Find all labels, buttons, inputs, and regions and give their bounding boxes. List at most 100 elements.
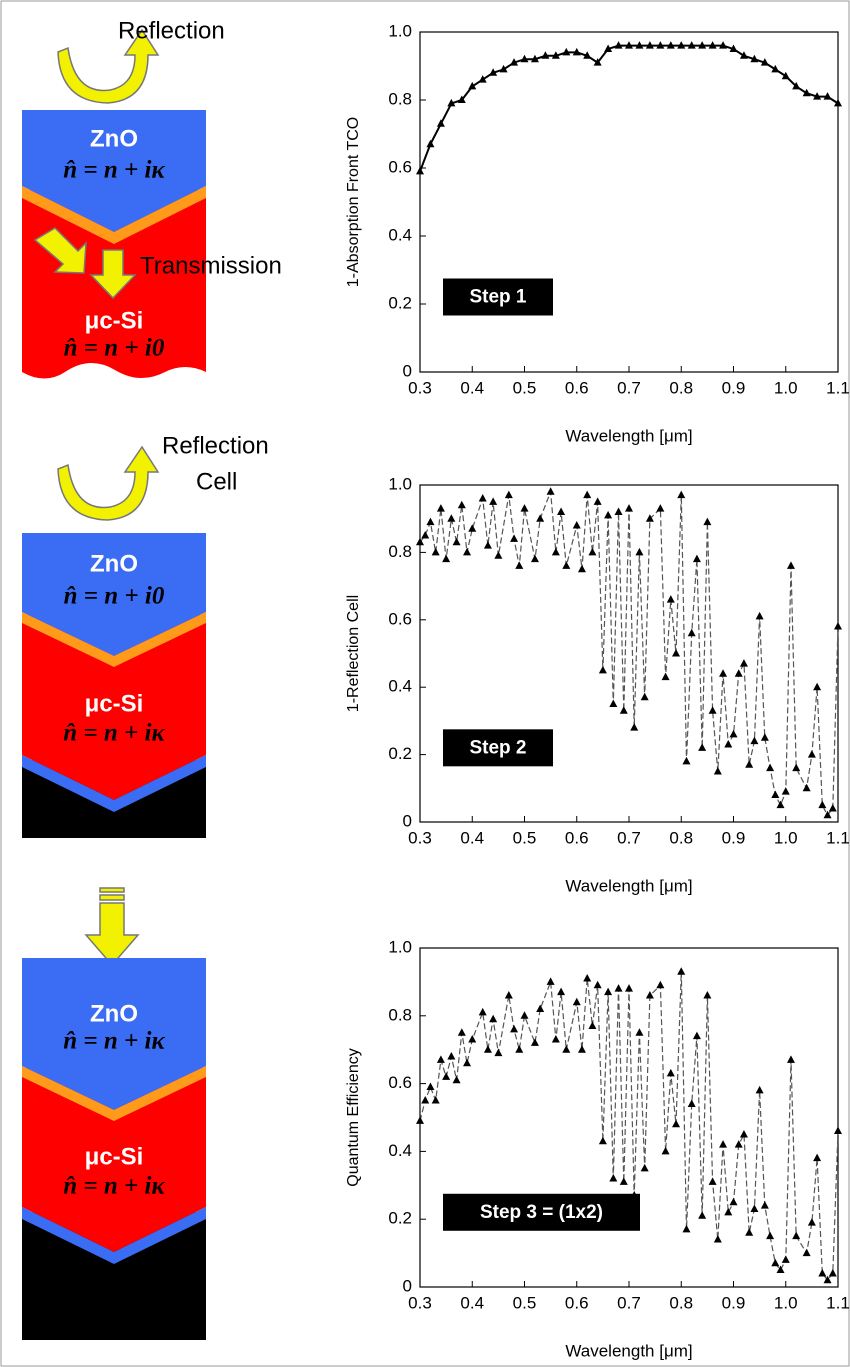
x-tick-label: 0.3 <box>408 1293 432 1312</box>
data-point <box>724 1207 733 1216</box>
data-point <box>792 763 801 772</box>
data-point <box>745 760 754 768</box>
x-tick-label: 1.0 <box>774 378 798 397</box>
data-point <box>771 64 780 73</box>
data-point <box>760 1201 769 1209</box>
layer-label: ZnO <box>90 550 138 577</box>
x-tick-label: 1.0 <box>774 828 798 847</box>
data-point <box>625 504 633 512</box>
data-point <box>719 41 728 49</box>
data-point <box>666 1068 675 1077</box>
data-point <box>698 41 707 49</box>
y-tick-label: 0.4 <box>388 225 412 244</box>
data-point <box>823 92 832 100</box>
data-point <box>739 1129 748 1138</box>
y-tick-label: 1.0 <box>388 474 412 493</box>
y-tick-label: 1.0 <box>388 21 412 40</box>
data-point <box>776 800 785 809</box>
layer-label: μc-Si <box>85 307 144 334</box>
data-point <box>771 790 780 799</box>
data-point <box>572 520 581 529</box>
data-point <box>666 595 675 603</box>
data-point <box>426 1082 435 1090</box>
data-point <box>813 1153 822 1162</box>
x-tick-label: 1.1 <box>826 378 850 397</box>
data-point <box>447 98 456 107</box>
y-tick-label: 0.6 <box>388 609 412 628</box>
data-point <box>807 750 816 758</box>
step-box <box>443 729 553 767</box>
data-point <box>463 547 472 556</box>
data-point <box>583 51 592 59</box>
data-point <box>515 1045 524 1053</box>
data-point <box>431 547 440 556</box>
data-point <box>598 665 607 674</box>
data-point <box>504 990 513 999</box>
data-point <box>609 699 618 708</box>
data-point <box>593 58 602 66</box>
step-box <box>443 278 553 316</box>
step-box <box>443 1193 640 1231</box>
data-point <box>557 987 566 996</box>
data-point <box>834 622 842 630</box>
data-point <box>583 974 592 982</box>
data-point <box>750 1204 759 1213</box>
refractive-index: n̂ = n + i0 <box>64 583 165 610</box>
data-line <box>419 491 839 817</box>
data-point <box>656 41 665 49</box>
data-point <box>745 1228 754 1236</box>
data-point <box>520 504 529 512</box>
data-point <box>447 514 456 522</box>
data-point <box>421 531 430 539</box>
data-point <box>593 980 602 989</box>
data-point <box>708 706 717 714</box>
data-point <box>447 1051 456 1060</box>
x-tick-label: 0.6 <box>565 1293 589 1312</box>
x-tick-label: 0.4 <box>460 828 484 847</box>
data-point <box>786 1055 795 1063</box>
data-point <box>823 1275 832 1284</box>
data-point <box>750 736 759 745</box>
x-tick-label: 0.7 <box>617 828 641 847</box>
data-point <box>489 497 498 505</box>
x-tick-label: 0.7 <box>617 378 641 397</box>
x-tick-label: 0.8 <box>669 378 693 397</box>
data-point <box>781 1255 790 1263</box>
data-point <box>645 41 654 49</box>
data-point <box>698 743 707 751</box>
data-point <box>734 1140 743 1148</box>
back-zno <box>22 755 206 812</box>
data-point <box>792 81 801 90</box>
data-point <box>802 1248 811 1257</box>
data-point <box>416 1116 424 1124</box>
data-point <box>719 669 728 677</box>
data-point <box>572 997 581 1006</box>
data-point <box>687 628 696 637</box>
data-point <box>562 47 571 56</box>
data-point <box>562 1045 571 1053</box>
data-point <box>625 984 633 992</box>
data-point <box>546 977 555 985</box>
y-tick-label: 0.8 <box>388 1005 412 1024</box>
data-point <box>708 1177 717 1185</box>
refractive-index: n̂ = n + iκ <box>63 1028 165 1055</box>
x-tick-label: 0.5 <box>513 1293 537 1312</box>
data-point <box>536 1004 545 1013</box>
x-axis-label: Wavelength [μm] <box>565 426 692 445</box>
data-point <box>828 804 837 812</box>
data-point <box>494 1048 503 1057</box>
data-point <box>530 54 539 63</box>
step-label: Step 3 = (1x2) <box>480 1202 603 1223</box>
data-point <box>734 669 743 677</box>
data-point <box>708 41 717 49</box>
y-tick-label: 0.8 <box>388 89 412 108</box>
data-point <box>499 64 508 73</box>
data-point <box>834 1126 842 1135</box>
layer-label: μc-Si <box>85 1143 144 1170</box>
y-tick-label: 0.6 <box>388 157 412 176</box>
x-tick-label: 0.5 <box>513 828 537 847</box>
data-point <box>452 1075 461 1084</box>
data-point <box>703 990 712 999</box>
data-point <box>551 1035 560 1043</box>
